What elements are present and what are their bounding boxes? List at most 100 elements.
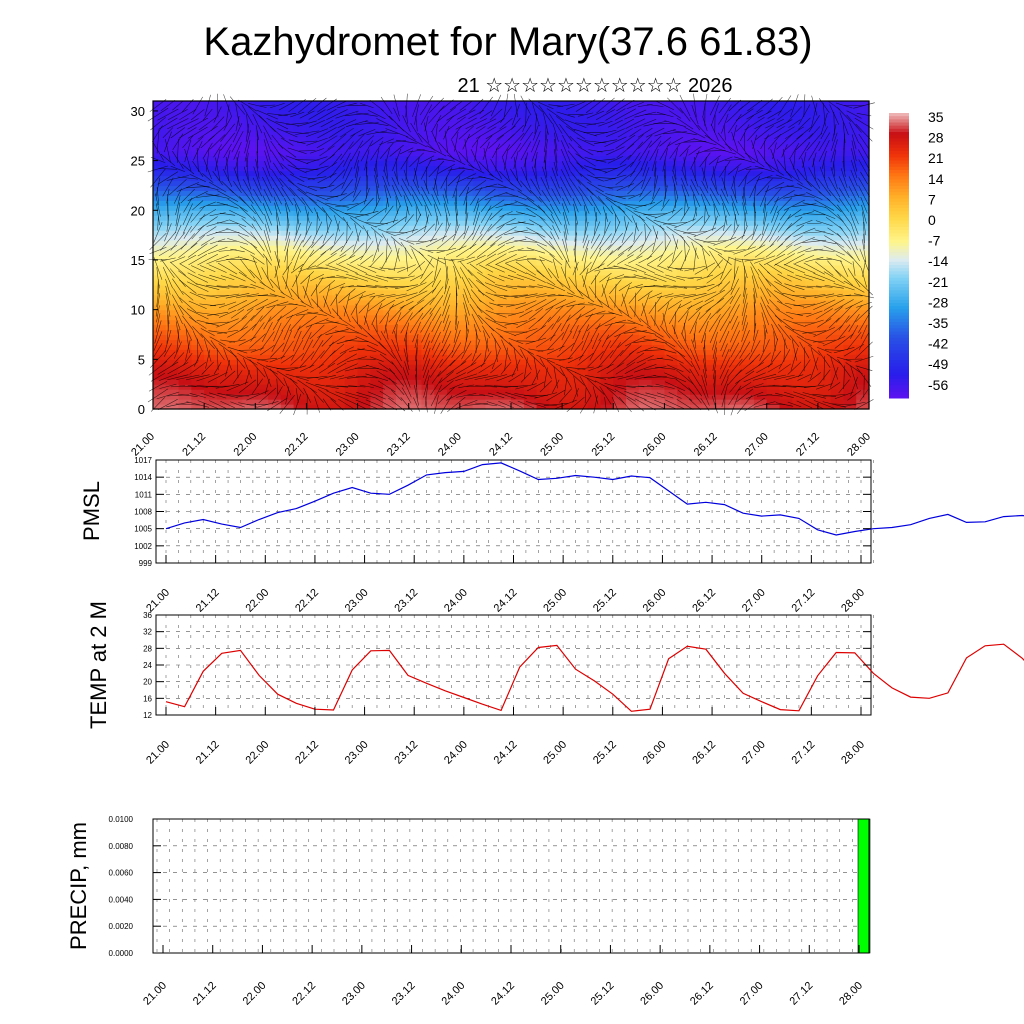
- heatmap-cell: [587, 339, 602, 346]
- heatmap-cell: [715, 220, 729, 226]
- heatmap-cell: [753, 334, 768, 341]
- heatmap-cell: [690, 155, 704, 162]
- wind-vector: [259, 115, 276, 132]
- heatmap-cell: [293, 190, 308, 196]
- heatmap-cell: [255, 394, 269, 400]
- heatmap-cell: [255, 170, 269, 177]
- heatmap-cell: [562, 185, 576, 192]
- wind-vector: [455, 373, 478, 382]
- wind-vector: [556, 103, 575, 108]
- heatmap-cell: [280, 150, 295, 157]
- heatmap-cell: [549, 284, 563, 291]
- heatmap-cell: [395, 200, 410, 206]
- heatmap-cell: [741, 269, 755, 276]
- wind-vector: [201, 361, 214, 375]
- heatmap-cell: [408, 200, 423, 206]
- wind-vector: [395, 292, 418, 300]
- wind-vector: [590, 234, 601, 249]
- wind-vector: [218, 240, 238, 242]
- heatmap-cell: [293, 314, 308, 321]
- heatmap-cell: [626, 130, 640, 137]
- heatmap-cell: [153, 140, 167, 147]
- heatmap-cell: [690, 374, 704, 380]
- heatmap-cell: [242, 404, 256, 410]
- heatmap-cell: [702, 130, 717, 137]
- wind-vector: [162, 127, 174, 138]
- wind-vector: [559, 124, 573, 142]
- heatmap-cell: [383, 364, 397, 370]
- heatmap-cell: [728, 399, 742, 405]
- heatmap-cell: [702, 190, 717, 196]
- heatmap-cell: [651, 389, 666, 395]
- heatmap-cell: [587, 160, 602, 167]
- heatmap-cell: [370, 379, 384, 385]
- wind-vector: [339, 346, 354, 354]
- heatmap-cell: [216, 105, 231, 112]
- heatmap-cell: [370, 105, 384, 112]
- heatmap-cell: [178, 309, 192, 316]
- wind-vector: [339, 244, 355, 257]
- heatmap-cell: [587, 145, 602, 152]
- wind-vector: [544, 160, 548, 178]
- heatmap-cell: [587, 150, 602, 157]
- wind-vector: [358, 292, 375, 299]
- heatmap-cell: [306, 329, 320, 336]
- heatmap-cell: [728, 250, 742, 256]
- wind-vector: [285, 373, 309, 381]
- heatmap-cell: [766, 190, 781, 196]
- wind-vector: [357, 264, 377, 273]
- heatmap-cell: [153, 274, 167, 281]
- heatmap-cell: [779, 404, 793, 410]
- wind-vector: [456, 393, 477, 398]
- heatmap-cell: [178, 220, 192, 226]
- heatmap-cell: [728, 150, 742, 157]
- wind-vector: [368, 383, 386, 390]
- heatmap-cell: [613, 220, 627, 226]
- heatmap-cell: [370, 135, 384, 142]
- heatmap-cell: [715, 130, 729, 137]
- heatmap-cell: [178, 170, 192, 177]
- wind-vector: [204, 94, 211, 117]
- heatmap-cell: [856, 115, 870, 122]
- heatmap-cell: [805, 314, 819, 321]
- heatmap-cell: [792, 374, 806, 380]
- wind-vector: [592, 386, 599, 405]
- wind-vector: [329, 343, 345, 357]
- heatmap-cell: [830, 245, 845, 251]
- wind-vector: [519, 310, 533, 318]
- heatmap-cell: [178, 200, 192, 206]
- heatmap-cell: [805, 339, 819, 346]
- wind-vector: [526, 247, 545, 254]
- wind-vector: [187, 126, 208, 139]
- heatmap-cell: [626, 309, 640, 316]
- heatmap-cell: [600, 319, 614, 326]
- heatmap-cell: [434, 259, 448, 266]
- heatmap-cell: [242, 279, 256, 286]
- heatmap-cell: [408, 329, 423, 336]
- heatmap-cell: [741, 354, 755, 360]
- wind-vector: [528, 308, 544, 320]
- heatmap-cell: [498, 215, 512, 221]
- heatmap-cell: [459, 160, 474, 167]
- heatmap-cell: [843, 200, 857, 206]
- heatmap-cell: [779, 165, 793, 172]
- heatmap-cell: [178, 354, 192, 360]
- heatmap-cell: [805, 255, 819, 261]
- wind-vector: [472, 224, 481, 241]
- heatmap-cell: [638, 195, 653, 201]
- wind-vector: [369, 294, 384, 298]
- heatmap-cell: [677, 130, 691, 137]
- heatmap-cell: [766, 170, 781, 177]
- wind-vector: [241, 104, 254, 126]
- wind-vector: [292, 330, 302, 352]
- heatmap-cell: [715, 120, 729, 127]
- heatmap-cell: [856, 269, 870, 276]
- heatmap-cell: [306, 245, 320, 251]
- wind-vector: [566, 302, 585, 307]
- wind-vector: [405, 290, 428, 302]
- heatmap-cell: [574, 195, 589, 201]
- heatmap-cell: [536, 394, 550, 400]
- heatmap-cell: [357, 170, 371, 177]
- wind-vector: [485, 310, 507, 318]
- wind-vector: [536, 233, 555, 250]
